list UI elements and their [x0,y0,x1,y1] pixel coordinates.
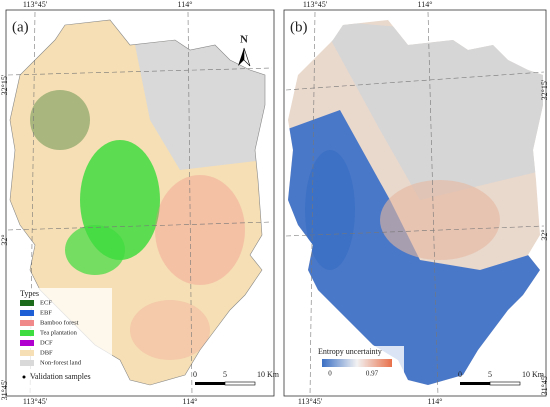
scale-label: 0 [193,370,197,379]
legend-swatch [20,310,34,316]
colorbar-label: 0 [328,370,332,378]
scale-bar [224,381,256,386]
legend-label: Bamboo forest [40,319,79,326]
coordinate-label: 113°45' [303,0,328,9]
legend-label: EBF [40,309,52,316]
legend-swatch [20,300,34,306]
legend-swatch [20,360,34,366]
scale-label: 0 [458,370,462,379]
panel-label: (b) [290,19,308,35]
coordinate-label: 31°45' [0,379,9,400]
legend-label: Non-forest land [40,359,82,366]
scale-bar [195,382,225,385]
legend-label: ECF [40,299,52,306]
scale-bar [460,382,490,385]
colorbar [322,359,392,367]
scale-label: 5 [488,370,492,379]
colorbar-title: Entropy uncertainty [318,347,382,356]
legend-title: Types [20,289,39,298]
graticule [7,11,545,397]
north-arrow [238,47,251,67]
scale-label: 5 [223,370,227,379]
uncertainty-map [288,20,543,385]
panel-frame [5,9,275,397]
colorbar-label: 0.97 [366,370,379,378]
coordinate-label: 31°45' [540,374,549,395]
legend-label: DCF [40,339,53,346]
coordinate-label: 32° [0,234,9,245]
legend-swatch [20,350,34,356]
coordinate-label: 114° [418,0,433,9]
legend-label: Validation samples [30,372,91,381]
legend-label: DBF [40,349,53,356]
legend-swatch [20,340,34,346]
coordinate-label: 113°45' [298,397,323,406]
coordinate-label: 32°15' [540,79,549,100]
coordinate-label: 32° [540,229,549,240]
scale-label: 10 Km [522,370,545,379]
coordinate-label: 113°45' [23,397,48,406]
coordinate-label: 114° [428,397,443,406]
scale-bar [489,381,521,386]
north-label: N [240,34,248,46]
legend-swatch [20,320,34,326]
legend-swatch [20,330,34,336]
legend-label: Tea plantation [40,329,78,336]
coordinate-label: 113°45' [23,0,48,9]
sample-marker [22,375,26,379]
coordinate-label: 114° [178,0,193,9]
scale-label: 10 Km [257,370,280,379]
coordinate-label: 32°15' [0,74,9,95]
panel-frame [283,9,547,397]
panel-label: (a) [12,19,29,35]
coordinate-label: 114° [183,397,198,406]
